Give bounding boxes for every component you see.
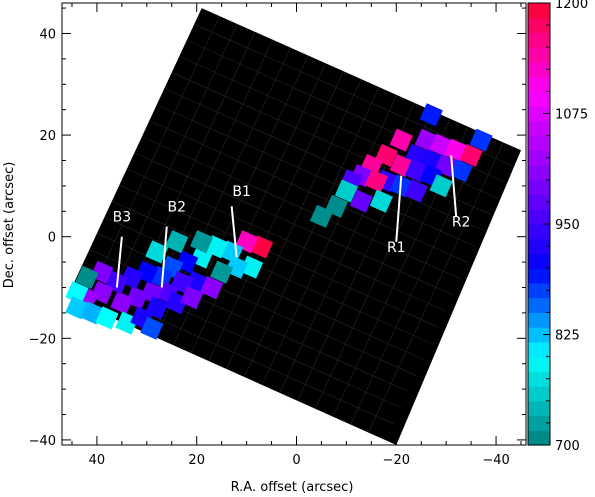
- map-pixel: [145, 240, 169, 264]
- colorbar-band: [528, 386, 550, 402]
- x-tick-label: 20: [188, 453, 205, 468]
- y-tick-label: −20: [29, 332, 56, 347]
- colorbar-tick-label: 700: [555, 439, 580, 454]
- colorbar-band: [528, 179, 550, 196]
- colorbar-band: [528, 253, 550, 269]
- region-pointer-r1: [395, 175, 403, 242]
- colorbar-tick-label: 1075: [555, 108, 588, 123]
- colorbar-band: [528, 371, 550, 387]
- colorbar-band: [528, 194, 550, 210]
- map-pixel: [240, 255, 264, 279]
- map-pixel: [140, 316, 164, 340]
- map-pixel: [309, 204, 334, 228]
- colorbar-band: [528, 238, 550, 255]
- map-field: [67, 8, 521, 445]
- colorbar-band: [528, 297, 550, 313]
- colorbar-band: [528, 76, 550, 92]
- colorbar-band: [528, 356, 550, 372]
- x-tick-label: −20: [383, 453, 410, 468]
- colorbar-band: [528, 224, 550, 240]
- map-pixel: [75, 265, 99, 289]
- x-tick-label: 40: [89, 453, 106, 468]
- map-pixels: [65, 103, 493, 340]
- map-pixel: [190, 230, 214, 254]
- colorbar-band: [528, 3, 550, 19]
- map-pixel: [165, 291, 189, 315]
- map-pixel: [165, 230, 189, 254]
- colorbar-band: [528, 415, 550, 431]
- map-pixel: [369, 189, 393, 213]
- map-pixel: [145, 296, 169, 320]
- map-pixel: [459, 143, 483, 168]
- map-pixel: [349, 189, 373, 213]
- colorbar-band: [528, 120, 550, 137]
- colorbar-band: [528, 91, 550, 107]
- axes: 40 20 0 −20 −40 40 20 0 −20 −40: [29, 2, 527, 468]
- colorbar-band: [528, 150, 550, 166]
- map-pixel: [419, 103, 443, 127]
- colorbar-band: [528, 400, 550, 417]
- colorbar-band: [528, 327, 550, 343]
- colorbar-band: [528, 17, 550, 34]
- region-labels: B1 B2 B3 R1 R2: [113, 155, 471, 288]
- y-tick-label: −40: [29, 434, 56, 449]
- region-pointer-b1: [230, 206, 238, 258]
- colorbar-band: [528, 430, 550, 446]
- y-tick-label: 40: [39, 27, 56, 42]
- region-label-b1: B1: [232, 184, 251, 200]
- colorbar-tick-label: 950: [555, 218, 580, 233]
- map-pixel: [469, 128, 493, 152]
- colorbar-band: [528, 312, 550, 328]
- colorbar-tick-label: 825: [555, 329, 580, 344]
- colorbar-band: [528, 47, 550, 63]
- colorbar-band: [528, 268, 550, 284]
- map-pixel: [110, 291, 134, 315]
- region-pointer-r2: [450, 155, 458, 217]
- map-pixel: [389, 128, 413, 152]
- colorbar-tick-label: 1200: [555, 0, 588, 12]
- y-tick-label: 20: [39, 129, 56, 144]
- map-pixel: [429, 174, 453, 198]
- region-label-r2: R2: [452, 215, 471, 231]
- colorbar: 700 825 950 1075 1200: [527, 0, 588, 454]
- region-label-b2: B2: [167, 199, 186, 215]
- map-pixel: [125, 286, 149, 310]
- region-label-b3: B3: [113, 209, 132, 225]
- region-pointer-b2: [160, 226, 168, 288]
- colorbar-band: [528, 209, 550, 225]
- plot-border: [61, 2, 527, 446]
- colorbar-band: [528, 32, 550, 48]
- map-pixel: [65, 280, 89, 305]
- map-pixel: [95, 306, 119, 330]
- x-axis-title: R.A. offset (arcsec): [231, 480, 354, 495]
- region-pointer-b3: [115, 236, 123, 288]
- colorbar-band: [528, 341, 550, 358]
- map-pixel: [180, 286, 204, 310]
- x-tick-label: 0: [292, 453, 300, 468]
- map-pixel: [334, 179, 358, 203]
- colorbar-band: [528, 135, 550, 151]
- map-pixel: [200, 275, 224, 300]
- map-pixel: [210, 260, 234, 284]
- colorbar-band: [528, 106, 550, 122]
- colorbar-band: [528, 165, 550, 181]
- y-axis-title: Dec. offset (arcsec): [2, 162, 17, 289]
- colorbar-band: [528, 61, 550, 78]
- colorbar-band: [528, 282, 550, 299]
- map-pixel: [449, 159, 473, 183]
- x-tick-label: −40: [482, 453, 509, 468]
- y-tick-label: 0: [48, 231, 56, 246]
- region-label-r1: R1: [387, 240, 406, 256]
- map-pixel: [364, 169, 388, 193]
- map-pixel: [404, 179, 428, 203]
